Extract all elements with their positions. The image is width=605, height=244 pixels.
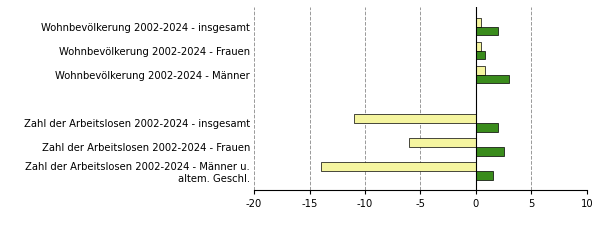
- Bar: [476, 42, 482, 51]
- Bar: [410, 138, 476, 147]
- Bar: [476, 75, 509, 83]
- Bar: [354, 114, 476, 123]
- Bar: [476, 27, 498, 35]
- Bar: [476, 66, 485, 75]
- Bar: [476, 123, 498, 132]
- Bar: [476, 18, 482, 27]
- Bar: [476, 171, 492, 180]
- Bar: [476, 147, 503, 156]
- Bar: [321, 163, 476, 171]
- Bar: [476, 51, 485, 59]
